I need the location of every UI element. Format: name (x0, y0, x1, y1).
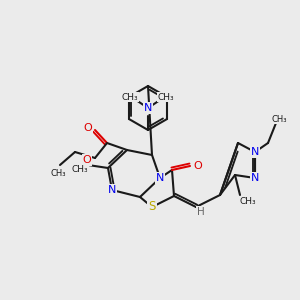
Text: O: O (82, 155, 91, 165)
Text: CH₃: CH₃ (72, 166, 88, 175)
Text: H: H (197, 207, 205, 217)
Text: N: N (156, 173, 164, 183)
Text: N: N (251, 147, 259, 157)
Text: O: O (194, 161, 202, 171)
Text: N: N (144, 103, 152, 113)
Text: CH₃: CH₃ (271, 115, 287, 124)
Text: CH₃: CH₃ (122, 92, 138, 101)
Text: N: N (251, 173, 259, 183)
Text: O: O (84, 123, 92, 133)
Text: CH₃: CH₃ (158, 92, 174, 101)
Text: CH₃: CH₃ (240, 197, 256, 206)
Text: N: N (108, 185, 116, 195)
Text: S: S (148, 200, 156, 214)
Text: CH₃: CH₃ (50, 169, 66, 178)
